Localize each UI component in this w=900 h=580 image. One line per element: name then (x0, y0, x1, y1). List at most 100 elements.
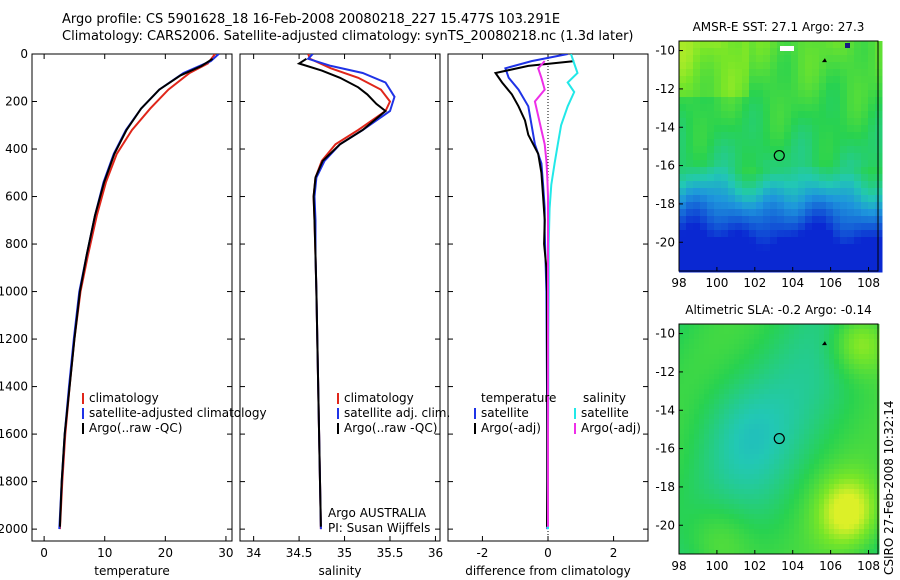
sst_map-cell (735, 48, 743, 56)
sla_map-cell (769, 354, 775, 360)
sst_map-cell (847, 230, 855, 238)
sst_map-cell (847, 118, 855, 126)
sla_map-cell (824, 394, 830, 400)
sst_map-cell (812, 76, 820, 84)
sst_map-cell (791, 174, 799, 182)
sla_map-cell (789, 464, 795, 470)
sla_map-cell (789, 419, 795, 425)
sla_map-cell (679, 434, 685, 440)
sla_map-cell (684, 499, 690, 505)
sla_map-cell (704, 414, 710, 420)
difference-xtick-label: -2 (476, 546, 488, 560)
sla_map-cell (829, 459, 835, 465)
sla_map-cell (784, 529, 790, 535)
sla_map-cell (819, 399, 825, 405)
sla_map-cell (689, 379, 695, 385)
sst_map-cell (756, 174, 764, 182)
sla_map-cell (819, 409, 825, 415)
sla_map-cell (834, 454, 840, 460)
sla_map-cell (684, 359, 690, 365)
sla_map-cell (699, 389, 705, 395)
sla_map-cell (774, 374, 780, 380)
sst_map-cell (791, 55, 799, 63)
sla_map-cell (829, 549, 835, 555)
sla_map-cell (789, 329, 795, 335)
sla_map-cell (849, 349, 855, 355)
sla_map-cell (719, 519, 725, 525)
sla_map-cell (839, 449, 845, 455)
sla_map-cell (724, 394, 730, 400)
sla_map-cell (814, 409, 820, 415)
sst_map-cell (735, 223, 743, 231)
sst_map-cell (728, 174, 736, 182)
sla_map-cell (719, 509, 725, 515)
sla_map-cell (719, 474, 725, 480)
sla_map-cell (804, 469, 810, 475)
sst_map-cell (700, 230, 708, 238)
sla_map-cell (844, 459, 850, 465)
sst_map-cell (784, 195, 792, 203)
sla_map-cell (864, 454, 870, 460)
sla_map-cell (769, 324, 775, 330)
sla_map-cell (864, 534, 870, 540)
sst_map-cell (770, 244, 778, 252)
sst_map-cell (693, 244, 701, 252)
sst_map-cell (749, 265, 757, 273)
sla_map-cell (719, 489, 725, 495)
sla_map-cell (709, 359, 715, 365)
sla_map-cell (814, 479, 820, 485)
sst_map-cell (693, 209, 701, 217)
sla_map-cell (869, 359, 875, 365)
sst_map-cell (742, 202, 750, 210)
sla_map-cell (724, 544, 730, 550)
sla_map-cell (794, 514, 800, 520)
sla_map-cell (764, 379, 770, 385)
sla_map-cell (829, 414, 835, 420)
sla_map-cell (684, 549, 690, 555)
sst_map-cell (847, 139, 855, 147)
sst_map-cell (840, 118, 848, 126)
sst_map-cell (700, 160, 708, 168)
sla_map-cell (869, 544, 875, 550)
sla_map-cell (719, 549, 725, 555)
sla_map-cell (874, 374, 880, 380)
sst_map-cell (798, 125, 806, 133)
sla_map-cell (679, 359, 685, 365)
sla_map-cell (729, 409, 735, 415)
sla_map-cell (729, 484, 735, 490)
sla_map-cell (854, 479, 860, 485)
sla_map-cell (874, 404, 880, 410)
sla_map-cell (849, 479, 855, 485)
sla_map-cell (689, 469, 695, 475)
sla_map-cell (819, 524, 825, 530)
sla_map-cell (694, 334, 700, 340)
sla_map-cell (829, 424, 835, 430)
sst_map-cell (735, 202, 743, 210)
sst_map-cell (777, 209, 785, 217)
sst_map-cell (798, 223, 806, 231)
sst_map-cell (770, 48, 778, 56)
sst_map-cell (812, 97, 820, 105)
sla_map-cell (769, 519, 775, 525)
sla_map-cell (694, 519, 700, 525)
sla_map-cell (754, 494, 760, 500)
temperature-xtick-label: 30 (218, 546, 233, 560)
sst_map-cell (700, 244, 708, 252)
sla_map-cell (719, 349, 725, 355)
sla_map-cell (789, 404, 795, 410)
sst_map-cell (791, 202, 799, 210)
sla_map-cell (844, 399, 850, 405)
sla_map-cell (729, 389, 735, 395)
sla_map-cell (729, 419, 735, 425)
sla_map-cell (749, 499, 755, 505)
sla_map-cell (769, 494, 775, 500)
sla_map-cell (729, 454, 735, 460)
sla_map-cell (704, 344, 710, 350)
sla_map-cell (809, 504, 815, 510)
sst_map-cell (798, 258, 806, 266)
sla_map-cell (824, 374, 830, 380)
sla_map-cell (824, 324, 830, 330)
sla_map-cell (724, 339, 730, 345)
sst_map-cell (798, 244, 806, 252)
sst_map-cell (686, 160, 694, 168)
